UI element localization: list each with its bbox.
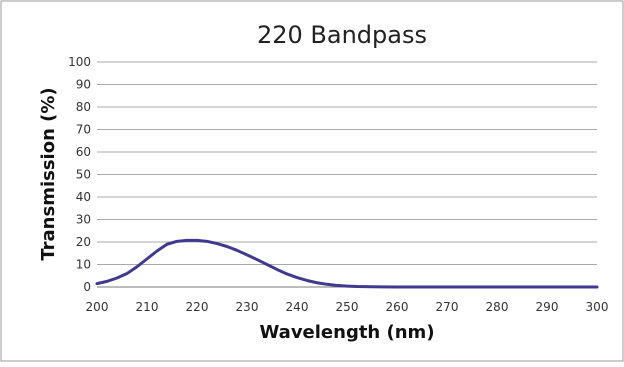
y-tick-label: 0 [83,280,91,294]
x-tick-label: 260 [386,300,409,314]
chart-title: 220 Bandpass [257,21,427,49]
y-tick-label: 30 [76,213,91,227]
y-tick-label: 60 [76,145,91,159]
y-tick-label: 20 [76,235,91,249]
y-tick-label: 10 [76,258,91,272]
y-tick-labels: 0 10 20 30 40 50 60 70 80 90 100 [68,55,91,294]
x-tick-label: 280 [486,300,509,314]
x-tick-label: 240 [286,300,309,314]
y-tick-label: 70 [76,123,91,137]
y-axis-title: Transmission (%) [38,87,59,260]
y-tick-label: 100 [68,55,91,69]
x-tick-label: 210 [136,300,159,314]
x-tick-label: 270 [436,300,459,314]
y-tick-label: 80 [76,100,91,114]
x-tick-labels: 200 210 220 230 240 250 260 270 280 290 300 [86,300,609,314]
x-tick-label: 230 [236,300,259,314]
x-tick-label: 200 [86,300,109,314]
x-tick-label: 300 [586,300,609,314]
x-tick-label: 220 [186,300,209,314]
transmission-line [95,238,599,289]
x-axis-title: Wavelength (nm) [259,322,434,343]
y-tick-label: 50 [76,168,91,182]
x-tick-label: 290 [536,300,559,314]
y-tick-label: 90 [76,78,91,92]
x-tick-label: 250 [336,300,359,314]
y-tick-label: 40 [76,190,91,204]
